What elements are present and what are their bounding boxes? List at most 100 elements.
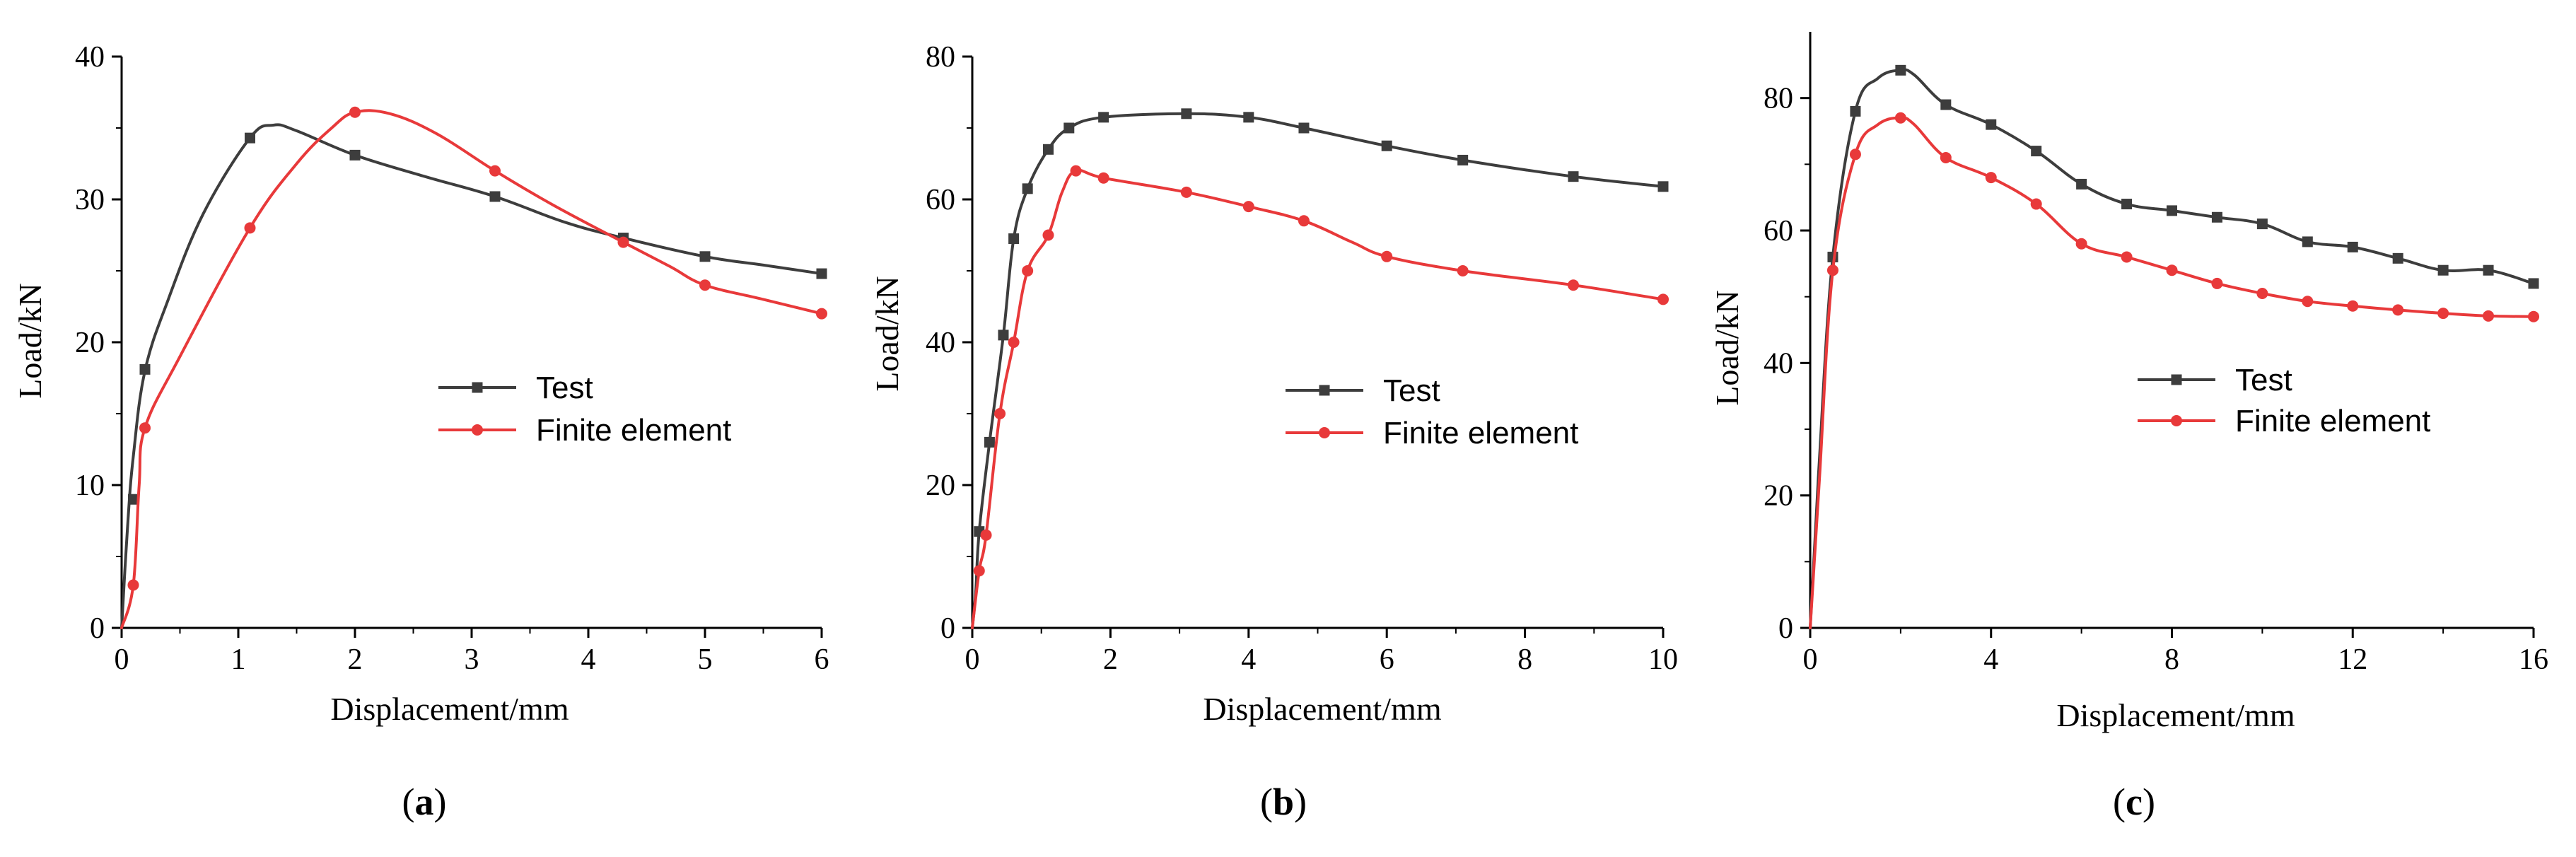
chart-b-y-tick-label: 20 <box>926 470 955 502</box>
chart-c-series-finite-element-point <box>2347 300 2359 312</box>
chart-a-series-test-point <box>816 268 827 279</box>
chart-a-legend-finite-element-label: Finite element <box>536 413 731 448</box>
chart-a-xlabel: Displacement/mm <box>330 691 569 727</box>
chart-c-series-finite-element-point <box>1894 112 1906 124</box>
chart-c-series-test-point <box>2031 146 2042 157</box>
chart-c-plot: 0 4 8 12 16 0 20 40 60 80 Test Finite element <box>1764 32 2548 676</box>
chart-b-series-finite-element-point <box>994 408 1006 419</box>
chart-c-series-test-point <box>2528 278 2539 289</box>
chart-b-series-test-point <box>1457 154 1469 165</box>
chart-a-ylabel: Load/kN <box>12 283 48 399</box>
chart-b-y-tick-label: 80 <box>926 41 955 74</box>
chart-b-series-finite-element-point <box>1008 337 1020 348</box>
chart-a-x-tick-label: 1 <box>231 643 246 676</box>
chart-a-series-test-point <box>139 363 151 375</box>
chart-c-y-tick-label: 40 <box>1764 347 1793 380</box>
chart-b-series-finite-element-point <box>1381 250 1393 262</box>
chart-a-panel-label: (a) <box>402 781 447 823</box>
chart-b-series-finite-element-point <box>1042 229 1054 241</box>
chart-c-series-test-point <box>1895 64 1906 76</box>
chart-c-series-finite-element-point <box>1826 264 1838 276</box>
chart-b-series-test-point <box>1181 108 1192 119</box>
chart-a-series-finite-element-point <box>127 579 139 591</box>
chart-c-y-tick-label: 60 <box>1764 215 1793 247</box>
chart-a-legend-finite-element-marker <box>472 424 483 436</box>
chart-c-series-test-point <box>2121 199 2133 210</box>
chart-a-series-test-point <box>699 251 711 262</box>
chart-c-xlabel: Displacement/mm <box>2056 697 2295 733</box>
chart-c-series-test-point <box>2483 264 2494 276</box>
chart-c-series-finite-element-point <box>2528 310 2539 322</box>
chart-c-series-finite-element-point <box>2166 264 2178 276</box>
chart-c-x-tick-label: 8 <box>2164 643 2179 676</box>
chart-b-series-test-point <box>1568 171 1579 182</box>
chart-b-series-finite-element-point <box>973 565 985 577</box>
chart-c-y-tick-label: 80 <box>1764 83 1793 115</box>
chart-c-legend-test-marker <box>2171 374 2182 385</box>
chart-b-series-finite-element-line <box>971 168 1665 629</box>
chart-c-series-finite-element-point <box>2075 238 2087 250</box>
chart-b-y-tick-label: 40 <box>926 327 955 359</box>
chart-c-series-finite-element-point <box>2211 277 2223 289</box>
chart-c-x-tick-label: 16 <box>2519 643 2548 676</box>
chart-c-legend-test-label: Test <box>2235 363 2292 397</box>
chart-c-series-test-point <box>2167 205 2177 216</box>
chart-b-panel-label: (b) <box>1260 781 1307 823</box>
chart-c-series-finite-element-line <box>1809 116 2535 629</box>
chart-a-legend-test-label: Test <box>536 371 593 405</box>
chart-a-y-tick-label: 10 <box>75 470 105 502</box>
chart-b-xlabel: Displacement/mm <box>1203 691 1441 727</box>
chart-b-legend-finite-element-marker <box>1319 427 1330 438</box>
chart-a-y-tick-label: 30 <box>75 184 105 216</box>
chart-c-series-test-point <box>2256 218 2268 230</box>
chart-c-series-finite-element-point <box>2437 308 2449 320</box>
chart-a-series-finite-element-point <box>244 222 256 234</box>
chart-c-series-test-point <box>2211 211 2222 223</box>
chart-b-x-tick-label: 0 <box>965 643 980 676</box>
chart-b-y-tick-label: 0 <box>940 612 955 645</box>
chart-b-series-finite-element-point <box>1022 265 1034 276</box>
chart-c-series-test-point <box>1850 105 1861 117</box>
chart-b-series-test-point <box>1022 183 1033 194</box>
chart-a-y-tick-label: 0 <box>90 612 105 645</box>
chart-a-x-tick-label: 0 <box>115 643 129 676</box>
chart-a-x-tick-label: 5 <box>698 643 713 676</box>
chart-b-series-finite-element-point <box>1070 165 1082 177</box>
chart-c: Load/kN Displacement/mm (c) <box>1709 290 2295 823</box>
chart-b-series-test-point <box>1042 144 1054 155</box>
chart-a-x-tick-label: 6 <box>815 643 829 676</box>
chart-a-series-finite-element-point <box>349 106 361 118</box>
chart-c-series-finite-element-point <box>2302 296 2314 308</box>
chart-c-series-test-point <box>2392 252 2403 264</box>
chart-b-series-finite-element-point <box>1180 186 1192 198</box>
chart-c-series-finite-element-point <box>2256 287 2268 299</box>
chart-b-y-tick-label: 60 <box>926 184 955 216</box>
chart-c-ylabel: Load/kN <box>1709 290 1745 406</box>
chart-b-series-finite-element-point <box>1298 215 1310 227</box>
chart-b-series-test-point <box>1008 233 1020 245</box>
chart-a-series-test-point <box>245 132 255 144</box>
chart-b-series-test-point <box>1098 112 1109 123</box>
chart-c-panel-label: (c) <box>2113 781 2155 823</box>
chart-c-series-finite-element-point <box>2121 251 2133 263</box>
chart-b-series-test-point <box>1657 181 1669 192</box>
chart-c-series-finite-element-point <box>2392 304 2404 316</box>
chart-b-plot: 0 2 4 6 8 10 0 20 40 60 80 Test Finite element <box>926 41 1678 676</box>
chart-c-series-finite-element-point <box>2030 198 2042 210</box>
chart-a-x-tick-label: 2 <box>348 643 363 676</box>
chart-c-y-tick-label: 0 <box>1778 612 1793 645</box>
chart-b-x-tick-label: 4 <box>1241 643 1256 676</box>
chart-a: Load/kN Displacement/mm (a) <box>12 283 569 823</box>
chart-b-series-finite-element-point <box>1457 265 1469 276</box>
chart-b-series-test-point <box>984 436 995 448</box>
chart-b-legend-finite-element-label: Finite element <box>1383 416 1578 450</box>
chart-c-series-finite-element-point <box>1940 151 1952 163</box>
chart-a-series-finite-element-point <box>489 165 501 177</box>
chart-c-x-tick-label: 4 <box>1983 643 1998 676</box>
chart-c-series-test-point <box>2302 236 2313 247</box>
chart-a-series-finite-element-point <box>816 308 827 320</box>
chart-c-legend-finite-element-label: Finite element <box>2235 404 2430 438</box>
chart-a-plot: 0 1 2 3 4 5 6 0 10 20 30 40 Test Finite element <box>75 41 829 676</box>
chart-c-series-test-point <box>2437 264 2449 276</box>
